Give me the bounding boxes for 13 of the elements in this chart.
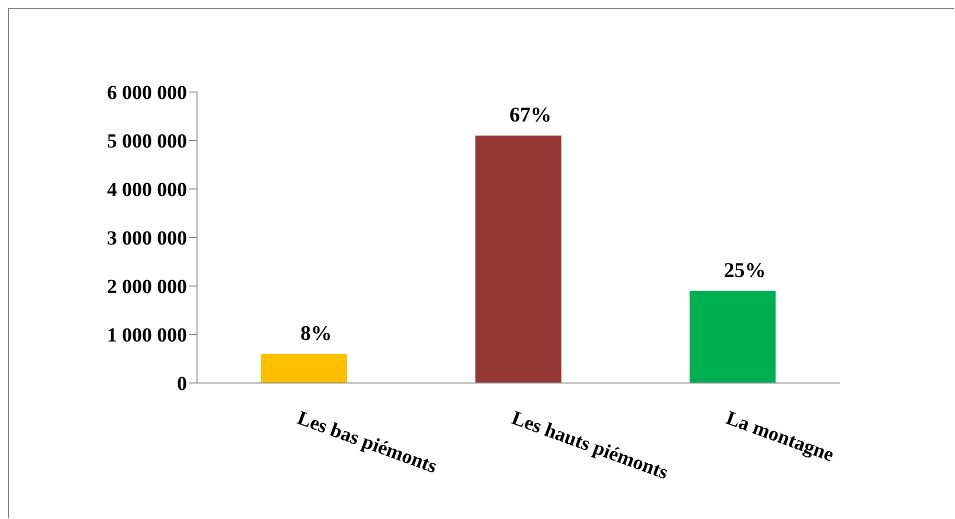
y-tick-label: 2 000 000: [107, 276, 187, 298]
y-tick-label: 4 000 000: [107, 179, 187, 202]
y-tick-label: 3 000 000: [107, 228, 187, 250]
bar: [475, 136, 562, 383]
y-tick-label: 5 000 000: [107, 130, 187, 153]
annotation: 8%: [300, 320, 332, 345]
annotation: 25%: [724, 258, 766, 282]
annotation: 67%: [510, 102, 552, 127]
bar: [261, 354, 347, 383]
y-tick-label: 6 000 000: [107, 82, 187, 104]
y-tick-label: 1 000 000: [107, 324, 187, 347]
bar: [690, 290, 776, 383]
y-tick-label: 0: [177, 373, 187, 396]
